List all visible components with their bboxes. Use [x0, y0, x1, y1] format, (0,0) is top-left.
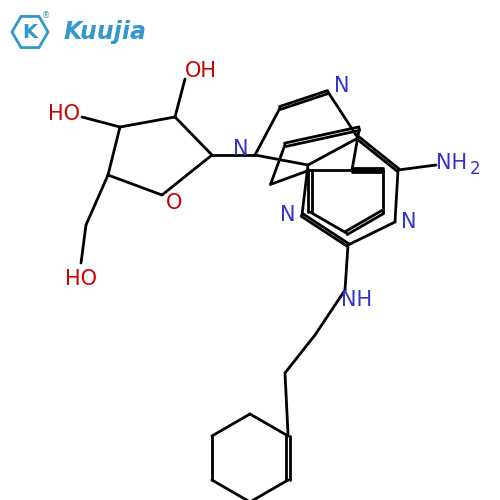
Text: N: N	[233, 139, 249, 159]
Text: N: N	[401, 212, 417, 232]
Text: O: O	[166, 193, 182, 213]
Text: ®: ®	[42, 12, 50, 20]
Text: 2: 2	[470, 160, 480, 178]
Text: OH: OH	[185, 61, 217, 81]
Text: N: N	[334, 76, 350, 96]
Text: NH: NH	[342, 290, 372, 310]
Text: HO: HO	[48, 104, 80, 124]
Text: K: K	[22, 22, 38, 42]
Text: NH: NH	[436, 153, 468, 173]
Text: Kuujia: Kuujia	[64, 20, 146, 44]
Text: HO: HO	[65, 269, 97, 289]
Text: N: N	[280, 205, 296, 225]
